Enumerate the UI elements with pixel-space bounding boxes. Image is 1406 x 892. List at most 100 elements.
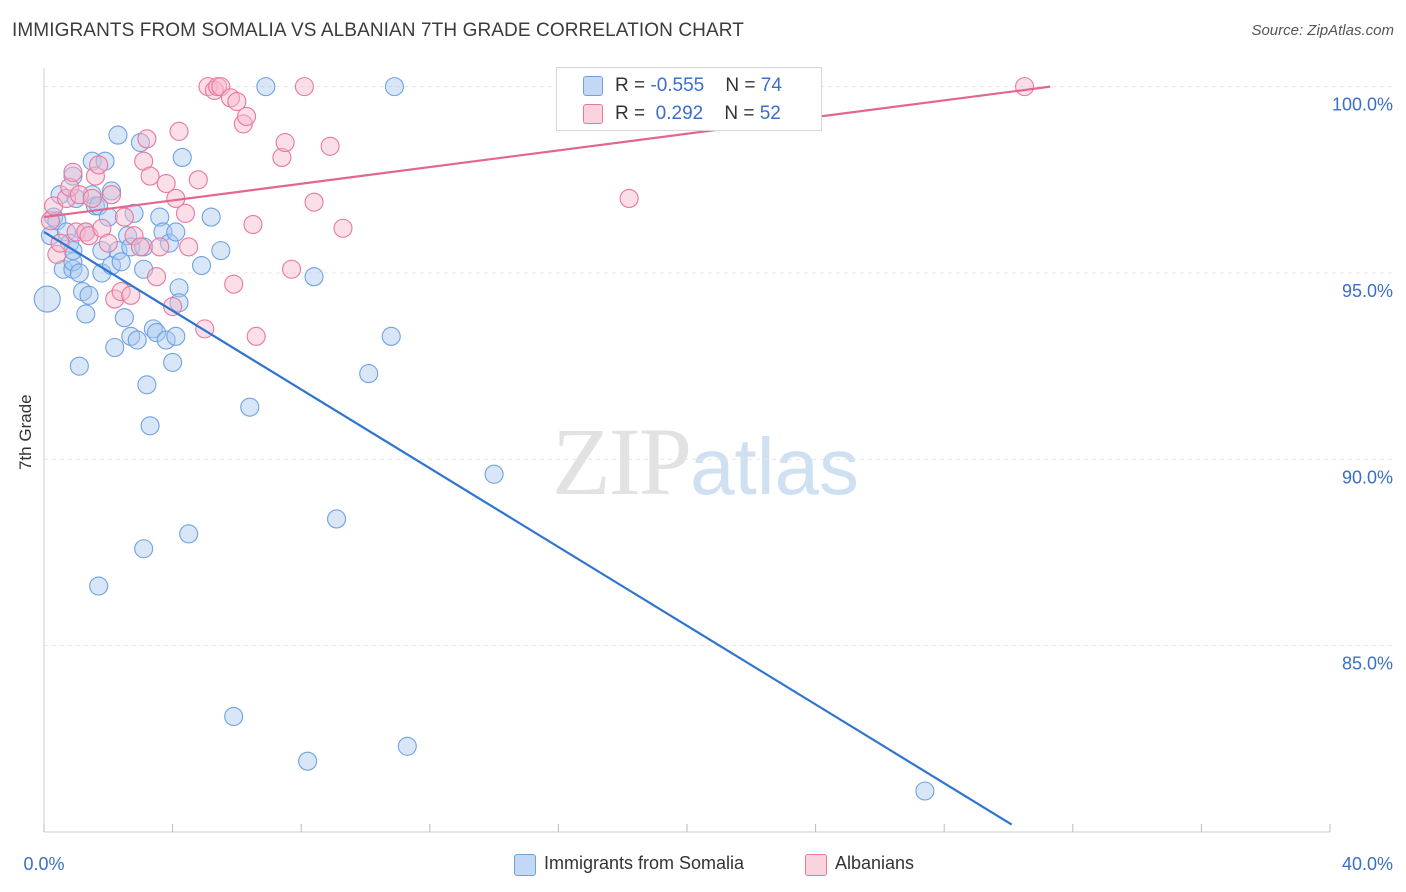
data-point-somalia — [108, 125, 128, 145]
data-point-albanians — [272, 147, 292, 167]
data-point-somalia — [179, 524, 199, 544]
data-point-somalia — [134, 539, 154, 559]
data-point-albanians — [294, 77, 314, 97]
data-point-somalia — [63, 259, 83, 279]
data-point-somalia — [150, 207, 170, 227]
data-point-somalia — [33, 285, 61, 313]
data-point-somalia — [159, 233, 179, 253]
data-point-somalia — [256, 77, 276, 97]
trend-line-somalia — [43, 231, 1013, 826]
watermark: ZIPatlas — [552, 406, 859, 517]
stats-swatch-somalia — [583, 76, 603, 96]
data-point-somalia — [397, 736, 417, 756]
data-point-albanians — [175, 203, 196, 223]
data-point-albanians — [47, 244, 67, 264]
data-point-somalia — [156, 330, 176, 350]
data-point-albanians — [101, 185, 122, 205]
watermark-zip: ZIP — [552, 408, 692, 515]
data-point-somalia — [298, 751, 318, 771]
data-point-albanians — [227, 91, 247, 112]
data-point-somalia — [169, 278, 189, 298]
data-point-albanians — [111, 282, 131, 302]
y-tick-label: 85.0% — [1342, 654, 1393, 674]
data-point-somalia — [224, 706, 244, 727]
stats-box: R = -0.555 N = 74 R = 0.292 N = 52 — [556, 67, 822, 131]
data-point-somalia — [915, 781, 935, 801]
data-point-somalia — [146, 323, 167, 343]
data-point-somalia — [111, 252, 131, 272]
data-point-somalia — [79, 285, 99, 305]
y-tick-label: 90.0% — [1342, 467, 1393, 487]
data-point-somalia — [56, 222, 77, 242]
legend-swatch-somalia — [514, 854, 536, 876]
data-point-albanians — [163, 296, 183, 317]
data-point-albanians — [275, 132, 295, 153]
data-point-albanians — [243, 214, 263, 235]
watermark-atlas: atlas — [690, 422, 859, 511]
chart-title: IMMIGRANTS FROM SOMALIA VS ALBANIAN 7TH … — [12, 20, 744, 41]
data-point-albanians — [246, 326, 266, 346]
data-point-somalia — [172, 147, 192, 167]
data-point-albanians — [156, 173, 176, 194]
data-point-albanians — [124, 226, 144, 246]
data-point-somalia — [143, 319, 163, 339]
data-point-somalia — [50, 185, 70, 205]
data-point-albanians — [56, 188, 77, 208]
data-point-somalia — [201, 207, 221, 227]
data-point-albanians — [204, 80, 224, 100]
data-point-somalia — [92, 241, 112, 261]
stats-r-label: R = — [615, 75, 651, 96]
stats-r-label: R = — [615, 103, 651, 124]
data-point-somalia — [211, 241, 231, 261]
y-tick-label: 100.0% — [1332, 95, 1393, 115]
data-point-albanians — [66, 222, 86, 242]
data-point-albanians — [89, 155, 109, 175]
data-point-somalia — [163, 352, 183, 372]
trend-line-albanians — [43, 85, 1051, 219]
data-point-somalia — [384, 77, 404, 97]
legend-item-albanians[interactable]: Albanians — [805, 852, 955, 878]
data-point-somalia — [137, 375, 157, 395]
stats-n-label: N = — [725, 75, 761, 96]
data-point-albanians — [188, 170, 208, 190]
data-point-albanians — [69, 185, 89, 205]
y-tick-label: 95.0% — [1342, 281, 1393, 301]
data-point-somalia — [105, 337, 125, 358]
data-point-albanians — [179, 237, 199, 257]
data-point-albanians — [76, 222, 96, 242]
data-point-somalia — [69, 356, 89, 376]
data-point-albanians — [224, 274, 244, 294]
data-point-albanians — [220, 88, 241, 108]
stats-n-label: N = — [724, 103, 760, 124]
data-point-albanians — [619, 188, 639, 208]
legend-swatch-albanians — [805, 854, 827, 876]
data-point-albanians — [146, 267, 167, 287]
data-point-albanians — [333, 218, 353, 238]
data-point-somalia — [169, 293, 189, 313]
data-point-albanians — [150, 237, 170, 257]
data-point-albanians — [105, 289, 125, 309]
legend-item-somalia[interactable]: Immigrants from Somalia — [514, 852, 784, 878]
data-point-somalia — [327, 509, 347, 529]
data-point-albanians — [211, 77, 231, 97]
data-point-albanians — [60, 177, 80, 197]
data-point-somalia — [63, 252, 83, 272]
data-point-somalia — [304, 267, 324, 287]
data-point-somalia — [114, 308, 134, 328]
data-point-somalia — [89, 576, 109, 596]
data-point-somalia — [69, 263, 89, 283]
data-point-somalia — [484, 464, 504, 484]
data-point-albanians — [282, 259, 302, 279]
data-point-somalia — [66, 188, 86, 208]
stats-r-value: -0.555 — [650, 75, 705, 96]
legend-label-albanians: Albanians — [835, 853, 915, 873]
legend-label-somalia: Immigrants from Somalia — [544, 853, 745, 873]
stats-n-value: 74 — [760, 75, 782, 96]
source-credit: Source: ZipAtlas.com — [1251, 22, 1394, 39]
data-point-albanians — [140, 166, 160, 186]
data-point-somalia — [166, 222, 186, 242]
data-point-albanians — [63, 162, 83, 182]
data-point-somalia — [95, 151, 115, 171]
data-point-somalia — [191, 255, 212, 276]
